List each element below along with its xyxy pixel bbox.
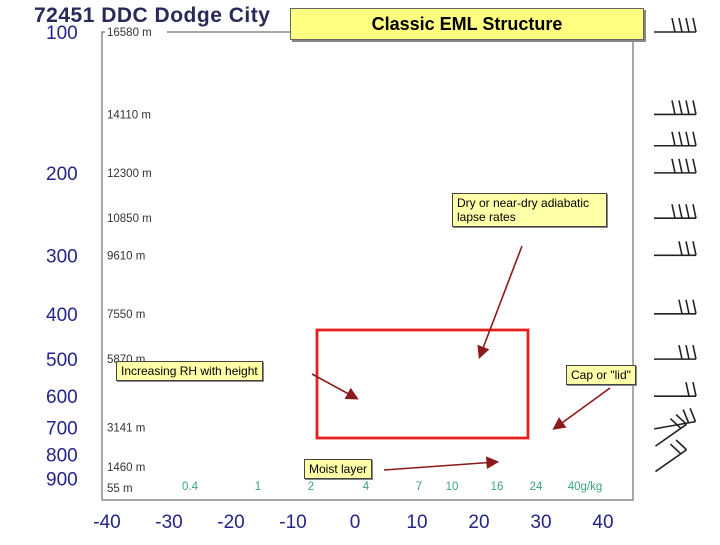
temperature-tick-label: -30 [155,512,182,533]
wind-barb [654,241,696,255]
mixing-ratio-label: 1 [255,481,261,493]
pressure-tick-label: 500 [46,350,78,371]
mixing-ratio-label: 7 [416,481,422,493]
pressure-tick-label: 900 [46,470,78,491]
annotation-cap: Cap or "lid" [566,365,636,385]
annotation-moist: Moist layer [304,459,372,479]
height-label: 14110 m [107,109,151,121]
mixing-ratio-label: 0.4 [182,481,199,493]
slide-banner: Classic EML Structure [290,8,644,40]
wind-barb [654,204,696,218]
temperature-tick-label: -10 [279,512,306,533]
height-label: 1460 m [107,462,145,474]
temperature-tick-label: -40 [93,512,120,533]
pressure-tick-label: 800 [46,446,78,467]
mixing-ratio-label: 10 [446,481,459,493]
pressure-tick-label: 200 [46,164,78,185]
pressure-tick-label: 700 [46,419,78,440]
wind-barb [652,408,696,429]
wind-barb [654,159,696,173]
temperature-tick-label: 10 [406,512,427,533]
wind-barb [654,382,696,396]
mixing-ratio-label: 2 [308,481,314,493]
mixing-ratio-label: 40g/kg [568,481,603,493]
wind-barb [654,300,696,314]
isotherm-line [0,32,38,500]
wind-barb [647,413,686,446]
isotherm-line [665,32,720,500]
temperature-tick-label: 20 [468,512,489,533]
height-label: 16580 m [107,27,152,39]
height-label: 55 m [107,483,133,495]
mixing-ratio-label: 16 [491,481,504,493]
temperature-tick-label: 40 [592,512,613,533]
height-label: 7550 m [107,309,145,321]
pressure-tick-label: 400 [46,305,78,326]
wind-barb [654,345,696,359]
wind-barb [654,18,696,32]
station-title: 72451 DDC Dodge City [34,4,270,28]
plot-frame [102,32,633,500]
height-label: 12300 m [107,168,152,180]
height-label: 10850 m [107,213,152,225]
mixing-ratio-label: 24 [530,481,543,493]
wind-barb [654,132,696,146]
wind-barb [647,438,686,471]
mixing-ratio-label: 4 [363,481,370,493]
pressure-tick-label: 300 [46,246,78,267]
temperature-tick-label: 30 [530,512,551,533]
height-label: 9610 m [107,250,145,262]
annotation-adiabatic: Dry or near-dry adiabatic lapse rates [452,193,607,227]
temperature-tick-label: -20 [217,512,244,533]
annotation-rh: Increasing RH with height [116,361,263,381]
temperature-tick-label: 0 [350,512,361,533]
wind-barb [654,100,696,114]
height-label: 3141 m [107,423,145,435]
pressure-tick-label: 600 [46,387,78,408]
